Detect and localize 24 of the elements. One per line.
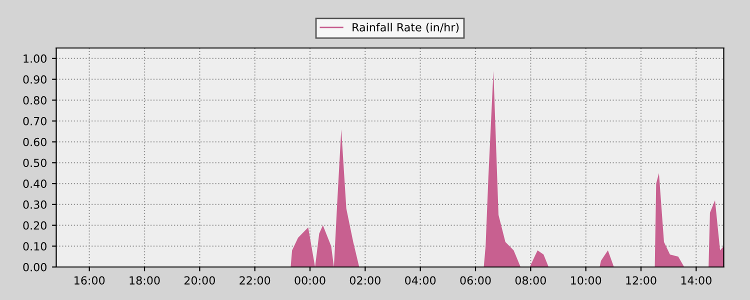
x-tick-label: 20:00 (184, 276, 215, 285)
y-tick-label: 0.90 (23, 75, 46, 84)
x-tick-label: 16:00 (74, 276, 105, 285)
y-tick-label: 0.30 (23, 200, 46, 209)
x-tick-label: 06:00 (460, 276, 491, 285)
y-tick-label: 0.10 (23, 242, 46, 251)
x-tick-label: 14:00 (681, 276, 712, 285)
x-tick-label: 00:00 (294, 276, 326, 285)
x-tick-label: 04:00 (405, 276, 436, 285)
y-tick-label: 0.00 (23, 262, 46, 272)
y-tick-label: 0.70 (23, 116, 46, 126)
y-tick-label: 0.40 (23, 180, 46, 188)
x-tick-label: 12:00 (626, 276, 656, 285)
legend-label: Rainfall Rate (in/hr) (352, 22, 459, 33)
x-tick-label: 08:00 (515, 276, 546, 285)
y-tick-label: 0.60 (23, 138, 46, 146)
x-tick-label: 10:00 (571, 276, 602, 285)
x-tick-label: 02:00 (350, 276, 380, 285)
x-tick-label: 18:00 (130, 276, 160, 285)
y-tick-label: 0.80 (23, 96, 46, 105)
y-tick-label: 0.50 (23, 158, 46, 168)
x-tick-label: 22:00 (240, 276, 270, 285)
y-tick-label: 1.00 (24, 54, 46, 63)
y-tick-label: 0.20 (23, 221, 46, 230)
